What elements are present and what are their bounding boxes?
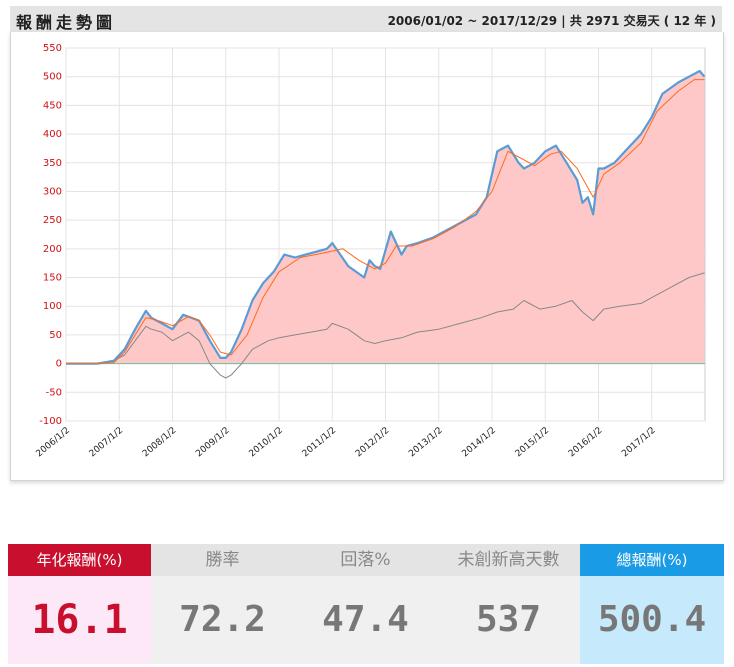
stat-annual-return-label: 年化報酬(%)	[8, 544, 151, 576]
x-tick-label: 2010/1/2	[248, 426, 285, 460]
y-tick-label: 200	[43, 244, 62, 255]
y-tick-label: 0	[56, 359, 62, 370]
x-tick-label: 2009/1/2	[194, 426, 231, 460]
stat-win-rate-label: 勝率	[151, 544, 294, 576]
stat-win-rate: 勝率 72.2	[151, 544, 294, 664]
y-tick-label: 400	[43, 129, 62, 140]
x-tick-label: 2017/1/2	[620, 426, 657, 460]
stat-annual-return: 年化報酬(%) 16.1	[8, 544, 151, 664]
stat-win-rate-value: 72.2	[151, 576, 294, 664]
stat-drawdown-label: 回落%	[294, 544, 437, 576]
stat-drawdown-value: 47.4	[294, 576, 437, 664]
x-tick-label: 2012/1/2	[354, 426, 391, 460]
y-tick-label: 250	[43, 215, 62, 226]
chart-header: 報酬走勢圖 2006/01/02 ~ 2017/12/29 | 共 2971 交…	[10, 6, 722, 33]
x-tick-label: 2006/1/2	[35, 426, 72, 460]
chart-panel: -100 -50 0 50 100 150 200 250 300 350 400 450 500 550…	[10, 32, 724, 481]
moving-average-line	[66, 79, 705, 365]
stat-total-return-value: 500.4	[580, 576, 724, 664]
y-tick-label: -50	[46, 387, 62, 398]
date-range: 2006/01/02 ~ 2017/12/29 | 共 2971 交易天 ( 1…	[387, 14, 716, 28]
return-chart: -100 -50 0 50 100 150 200 250 300 350 400 450 500 550…	[35, 43, 706, 460]
y-tick-label: 500	[43, 72, 62, 83]
x-tick-label: 2013/1/2	[407, 426, 444, 460]
x-tick-label: 2016/1/2	[567, 426, 604, 460]
stat-drawdown: 回落% 47.4	[294, 544, 437, 664]
x-tick-label: 2015/1/2	[514, 426, 551, 460]
y-tick-label: 550	[43, 43, 62, 54]
y-tick-label: 350	[43, 158, 62, 169]
y-tick-label: 100	[43, 301, 62, 312]
x-tick-label: 2014/1/2	[461, 426, 498, 460]
x-tick-label: 2011/1/2	[301, 426, 338, 460]
y-tick-label: 150	[43, 273, 62, 284]
y-tick-label: -100	[39, 416, 62, 427]
benchmark-line	[66, 272, 705, 379]
y-tick-label: 300	[43, 186, 62, 197]
y-tick-label: 50	[49, 330, 62, 341]
strategy-area	[66, 71, 705, 364]
stat-total-return-label: 總報酬(%)	[580, 544, 724, 576]
x-tick-label: 2008/1/2	[141, 426, 178, 460]
stat-annual-return-value: 16.1	[8, 576, 151, 664]
stat-days-no-high: 未創新高天數 537	[437, 544, 580, 664]
stat-days-no-high-value: 537	[437, 576, 580, 664]
x-tick-label: 2007/1/2	[88, 426, 125, 460]
stat-total-return: 總報酬(%) 500.4	[580, 544, 724, 664]
chart-title: 報酬走勢圖	[16, 13, 117, 32]
stat-days-no-high-label: 未創新高天數	[437, 544, 580, 576]
y-tick-label: 450	[43, 100, 62, 111]
